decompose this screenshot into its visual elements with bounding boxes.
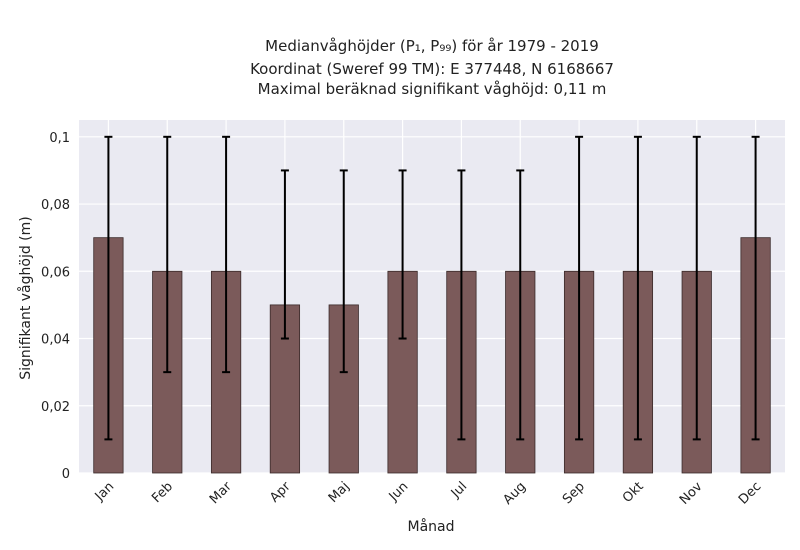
error-bar-apr [280,169,289,340]
x-tick-label-jun: Jun [386,479,412,505]
error-bar-jun [398,169,407,340]
error-bar-okt [633,135,642,441]
x-tick-label-jan: Jan [92,479,117,504]
x-tick-label-maj: Maj [326,479,353,506]
y-tick-label-1: 0,02 [41,400,70,415]
error-bar-sep [575,135,584,441]
x-tick-label-jul: Jul [448,479,470,501]
y-tick-label-0: 0 [62,467,70,482]
y-tick-label-2: 0,04 [41,333,70,348]
error-bar-nov [692,135,701,441]
x-tick-label-okt: Okt [620,479,647,506]
error-bar-feb [163,135,172,374]
x-tick-label-apr: Apr [267,479,294,506]
error-bar-maj [339,169,348,374]
x-axis-label: Månad [408,518,455,535]
error-bar-mar [222,135,231,374]
error-bars [104,135,760,441]
x-tick-label-mar: Mar [207,479,235,507]
x-axis-ticks: Jan Feb Mar Apr Maj Jun Jul Aug Sep Okt Nov Dec [92,479,765,508]
chart-title-line-2: Koordinat (Sweref 99 TM): E 377448, N 61… [250,60,614,78]
error-bar-jan [104,135,113,441]
error-bar-jul [457,169,466,441]
y-axis-ticks: 0 0,02 0,04 0,06 0,08 0,1 [41,131,70,482]
y-axis-label: Signifikant våghöjd (m) [17,216,34,379]
chart-title-line-3: Maximal beräknad signifikant våghöjd: 0,… [258,80,607,98]
x-tick-label-aug: Aug [501,479,530,508]
x-tick-label-nov: Nov [677,479,706,508]
y-tick-label-5: 0,1 [49,131,70,146]
x-tick-label-dec: Dec [736,479,764,507]
y-tick-label-4: 0,08 [41,198,70,213]
plot-area [79,120,785,473]
error-bar-dec [751,135,760,441]
x-tick-label-sep: Sep [560,479,588,507]
x-tick-label-feb: Feb [149,479,176,506]
y-tick-label-3: 0,06 [41,265,70,280]
error-bar-aug [516,169,525,441]
chart-title-line-1: Medianvåghöjder (P₁, P₉₉) för år 1979 - … [265,37,599,55]
